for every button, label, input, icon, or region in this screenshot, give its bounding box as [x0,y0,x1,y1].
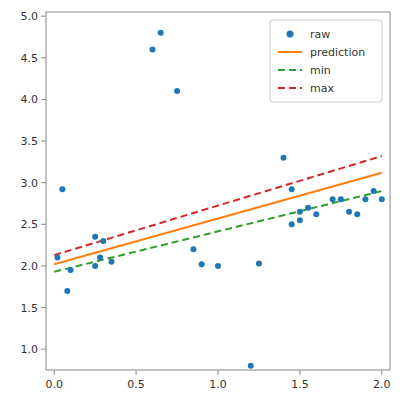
x-tick-label: 0.5 [127,378,145,391]
scatter-point [256,260,262,266]
x-tick-label: 0.0 [45,378,63,391]
scatter-point [215,263,221,269]
y-tick [41,182,46,183]
legend-swatch [287,31,294,38]
scatter-point [379,196,385,202]
axes: 0.0 0.5 1.0 1.5 2.0 1.0 1.5 2.0 2.5 3.0 3.5 4.0 4.5 5… [21,10,391,391]
scatter-point [289,186,295,192]
scatter-point [199,261,205,267]
y-tick-label: 1.5 [21,302,39,315]
scatter-point [354,211,360,217]
scatter-point [305,205,311,211]
x-tick [54,370,55,375]
scatter-point [149,46,155,52]
legend-label: max [310,82,334,95]
scatter-point [190,246,196,252]
scatter-point [362,196,368,202]
scatter-point [158,30,164,36]
scatter-point [281,155,287,161]
x-tick [299,370,300,375]
scatter-point [297,209,303,215]
x-tick [381,370,382,375]
legend-label: raw [310,28,330,41]
scatter-point [92,234,98,240]
scatter-point [346,209,352,215]
y-tick-label: 1.0 [21,343,39,356]
y-tick-label: 2.5 [21,218,39,231]
lines [54,156,382,272]
scatter-point [54,255,60,261]
y-tick-label: 2.0 [21,260,39,273]
scatter-point [371,188,377,194]
y-tick [41,349,46,350]
x-tick [136,370,137,375]
y-tick-label: 3.0 [21,177,39,190]
x-tick [218,370,219,375]
series-line [54,191,382,272]
y-tick [41,307,46,308]
scatter-point [64,288,70,294]
y-tick [41,57,46,58]
y-tick-label: 3.5 [21,135,39,148]
scatter-point [97,255,103,261]
scatter-point [338,196,344,202]
scatter-point [297,217,303,223]
scatter-point [109,259,115,265]
x-tick-label: 2.0 [373,378,391,391]
scatter-point [68,267,74,273]
x-tick-label: 1.5 [291,378,309,391]
scatter-point [100,238,106,244]
legend-label: prediction [310,46,365,59]
legend-box [270,20,382,102]
scatter-point [289,221,295,227]
scatter-point [330,196,336,202]
y-tick [41,141,46,142]
y-tick [41,224,46,225]
series-line [54,156,382,255]
y-tick-label: 5.0 [21,10,39,23]
scatter-point [313,211,319,217]
plot-frame [46,12,390,370]
scatter-point [59,186,65,192]
y-tick [41,99,46,100]
y-tick-label: 4.5 [21,52,39,65]
y-tick [41,265,46,266]
x-tick-label: 1.0 [209,378,227,391]
chart: 0.0 0.5 1.0 1.5 2.0 1.0 1.5 2.0 2.5 3.0 3.5 4.0 4.5 5… [0,0,400,400]
scatter-point [248,363,254,369]
scatter-point [92,263,98,269]
legend-swatch [278,69,302,71]
legend-swatch [278,51,302,53]
legend-label: min [310,64,331,77]
y-tick-label: 4.0 [21,93,39,106]
y-tick [41,16,46,17]
series-line [54,173,382,265]
legend-swatch [278,87,302,89]
scatter-point [174,88,180,94]
legend: raw prediction min max [270,20,382,102]
